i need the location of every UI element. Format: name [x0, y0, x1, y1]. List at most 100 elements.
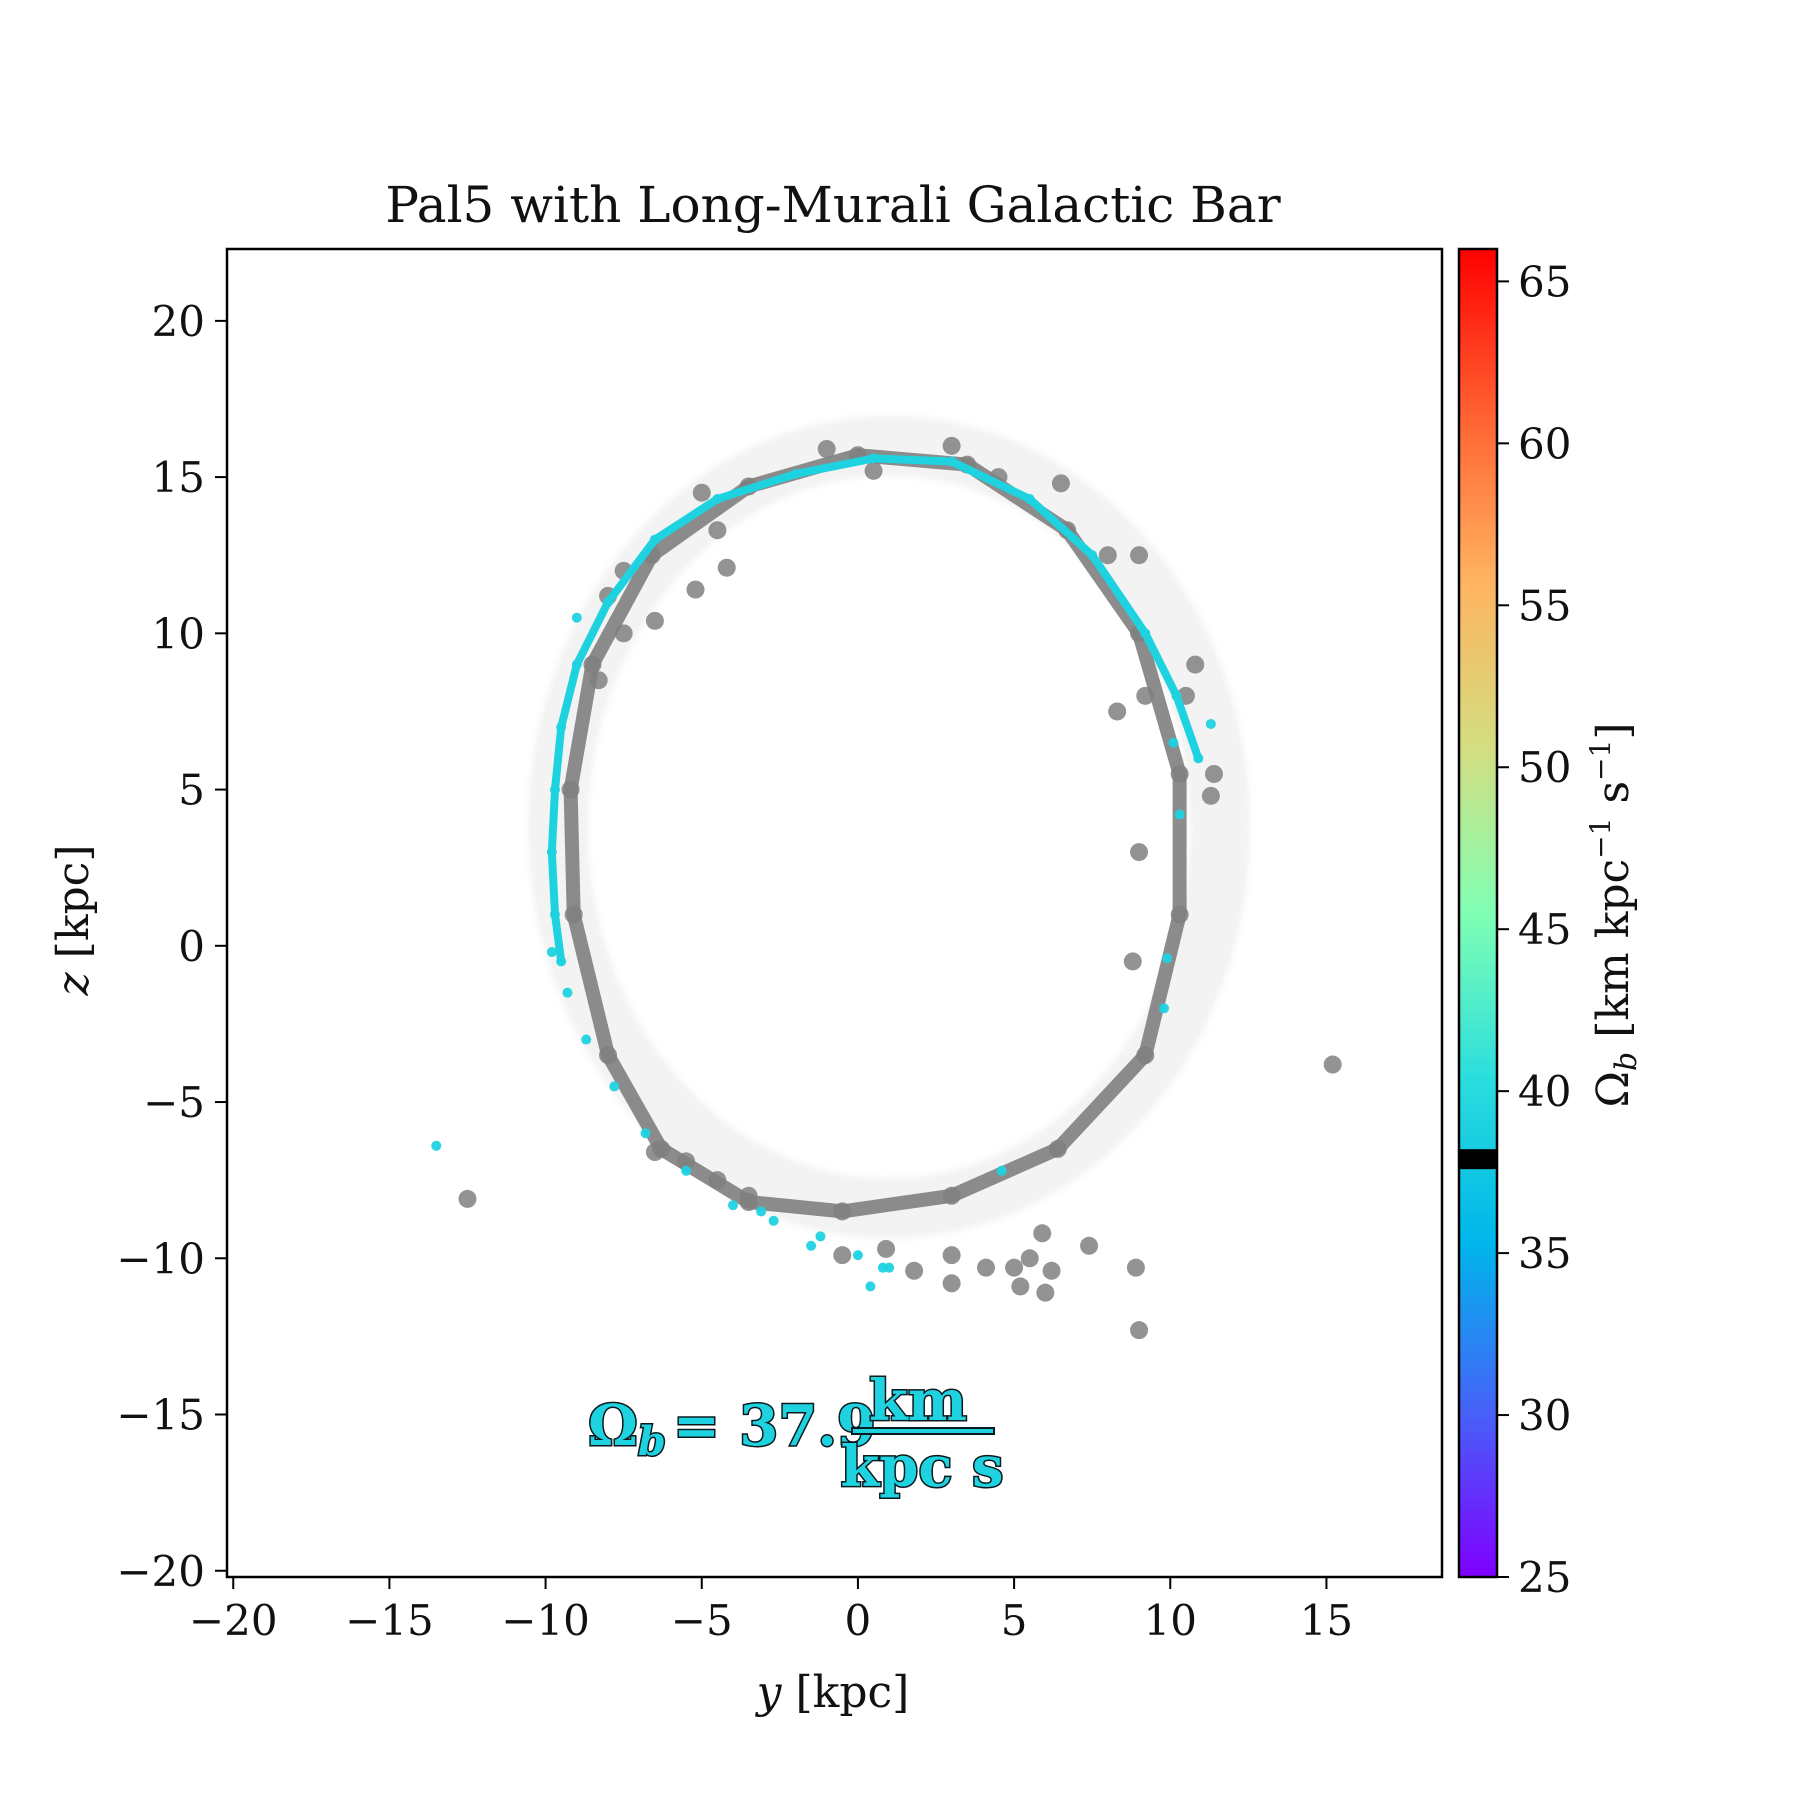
y-tick-label: 20	[152, 297, 205, 346]
cyan-point	[681, 1165, 692, 1176]
colorbar-tick-label: 60	[1518, 419, 1571, 468]
cyan-point	[431, 1140, 442, 1151]
cyan-point	[562, 987, 573, 998]
colorbar-value-marker	[1459, 1149, 1497, 1170]
annotation-denominator: kpc s	[840, 1434, 1003, 1500]
colorbar: 25 30 35 40 45 50 55 60 65 Ωb [km kpc−1 s−1]	[1457, 247, 1644, 1602]
gray-point	[817, 439, 836, 458]
gray-point	[1011, 1277, 1030, 1296]
gray-point	[942, 1274, 961, 1293]
gray-point	[692, 483, 711, 502]
annotation-numerator: km	[869, 1368, 967, 1434]
gray-point	[708, 521, 727, 540]
y-tick-label: −15	[116, 1391, 205, 1440]
chart-title: Pal5 with Long-Murali Galactic Bar	[385, 176, 1280, 234]
cyan-point	[1159, 1003, 1170, 1014]
y-tick-label: −10	[116, 1234, 205, 1283]
series-cyan-stream	[431, 453, 1216, 1292]
gray-point	[1130, 1321, 1149, 1340]
gray-point	[864, 461, 883, 480]
gray-point	[1126, 1258, 1145, 1277]
plot-frame	[225, 247, 1444, 1579]
x-tick-label: 0	[845, 1596, 872, 1645]
colorbar-frame	[1457, 247, 1499, 1579]
series-gray-stream	[458, 436, 1342, 1340]
cyan-point	[640, 1128, 651, 1139]
gray-stream-band	[563, 448, 1187, 1219]
cyan-point	[852, 1250, 863, 1261]
gray-point	[942, 436, 961, 455]
colorbar-tick-label: 40	[1518, 1067, 1571, 1116]
gray-point	[1051, 474, 1070, 493]
colorbar-gradient	[1459, 249, 1497, 1577]
cyan-point	[609, 1081, 620, 1092]
y-axis-unit: [kpc]	[48, 845, 99, 959]
colorbar-tick-label: 65	[1518, 257, 1571, 306]
gray-point	[1036, 1283, 1055, 1302]
gray-point	[1204, 764, 1223, 783]
cyan-point	[1205, 718, 1216, 729]
cyan-point	[727, 1200, 738, 1211]
gray-point	[1186, 655, 1205, 674]
cyan-point	[571, 612, 582, 623]
gray-point	[1323, 1055, 1342, 1074]
colorbar-tick-label: 50	[1518, 743, 1571, 792]
cyan-point	[1174, 809, 1185, 820]
gray-point	[942, 1246, 961, 1265]
gray-point	[833, 1246, 852, 1265]
x-tick-label: 5	[1001, 1596, 1028, 1645]
x-tick-label: 15	[1300, 1596, 1353, 1645]
gray-point	[877, 1239, 896, 1258]
cyan-point	[815, 1231, 826, 1242]
y-tick-label: 10	[152, 609, 205, 658]
gray-point	[1098, 546, 1117, 565]
colorbar-label: Ωb [km kpc−1 s−1]	[1584, 722, 1644, 1107]
x-tick-label: −20	[189, 1596, 278, 1645]
pattern-speed-annotation: Ωb = 37.9 km kpc s	[587, 1367, 1006, 1502]
x-axis-var: y	[755, 1667, 783, 1718]
y-axis-var: z	[48, 972, 99, 997]
cyan-point	[865, 1281, 876, 1292]
x-axis-ticks: −20 −15 −10 −5 0 5 10 15	[189, 1577, 1353, 1645]
x-axis-unit-space	[782, 1667, 796, 1718]
x-tick-label: 10	[1144, 1596, 1197, 1645]
colorbar-tick-label: 30	[1518, 1391, 1571, 1440]
cyan-point	[546, 947, 557, 958]
gray-point	[1130, 843, 1149, 862]
y-axis-label: z [kpc]	[48, 845, 99, 997]
cyan-point	[884, 1262, 895, 1273]
colorbar-tick-label: 35	[1518, 1229, 1571, 1278]
gray-point	[686, 580, 705, 599]
x-tick-label: −5	[671, 1596, 733, 1645]
annotation-value: = 37.9	[673, 1393, 876, 1459]
gray-point	[1005, 1258, 1024, 1277]
cyan-stream-band	[547, 454, 1203, 966]
y-tick-label: 5	[178, 766, 205, 815]
cyan-point	[1162, 953, 1173, 964]
gray-point	[905, 1261, 924, 1280]
annotation-lhs: Ωb	[588, 1393, 666, 1465]
annotation-fraction-bar	[851, 1427, 995, 1435]
colorbar-tick-label: 45	[1518, 905, 1571, 954]
x-tick-label: −10	[501, 1596, 590, 1645]
gray-point	[1123, 952, 1142, 971]
x-tick-label: −15	[345, 1596, 434, 1645]
cyan-point	[1168, 737, 1179, 748]
gray-point	[1130, 546, 1149, 565]
gray-point	[1080, 1236, 1099, 1255]
cyan-point	[756, 1206, 767, 1217]
gray-point	[1201, 786, 1220, 805]
gray-point	[458, 1189, 477, 1208]
colorbar-ticks: 25 30 35 40 45 50 55 60 65	[1497, 257, 1571, 1602]
x-axis-unit: [kpc]	[796, 1667, 910, 1718]
y-tick-label: 0	[178, 922, 205, 971]
y-axis-ticks: 20 15 10 5 0 −5 −10 −15 −20	[116, 297, 227, 1596]
cyan-point	[581, 1034, 592, 1045]
cyan-point	[996, 1165, 1007, 1176]
y-tick-label: 15	[152, 453, 205, 502]
x-axis-label: y [kpc]	[755, 1667, 910, 1718]
gray-point	[717, 558, 736, 577]
cyan-point	[806, 1240, 817, 1251]
